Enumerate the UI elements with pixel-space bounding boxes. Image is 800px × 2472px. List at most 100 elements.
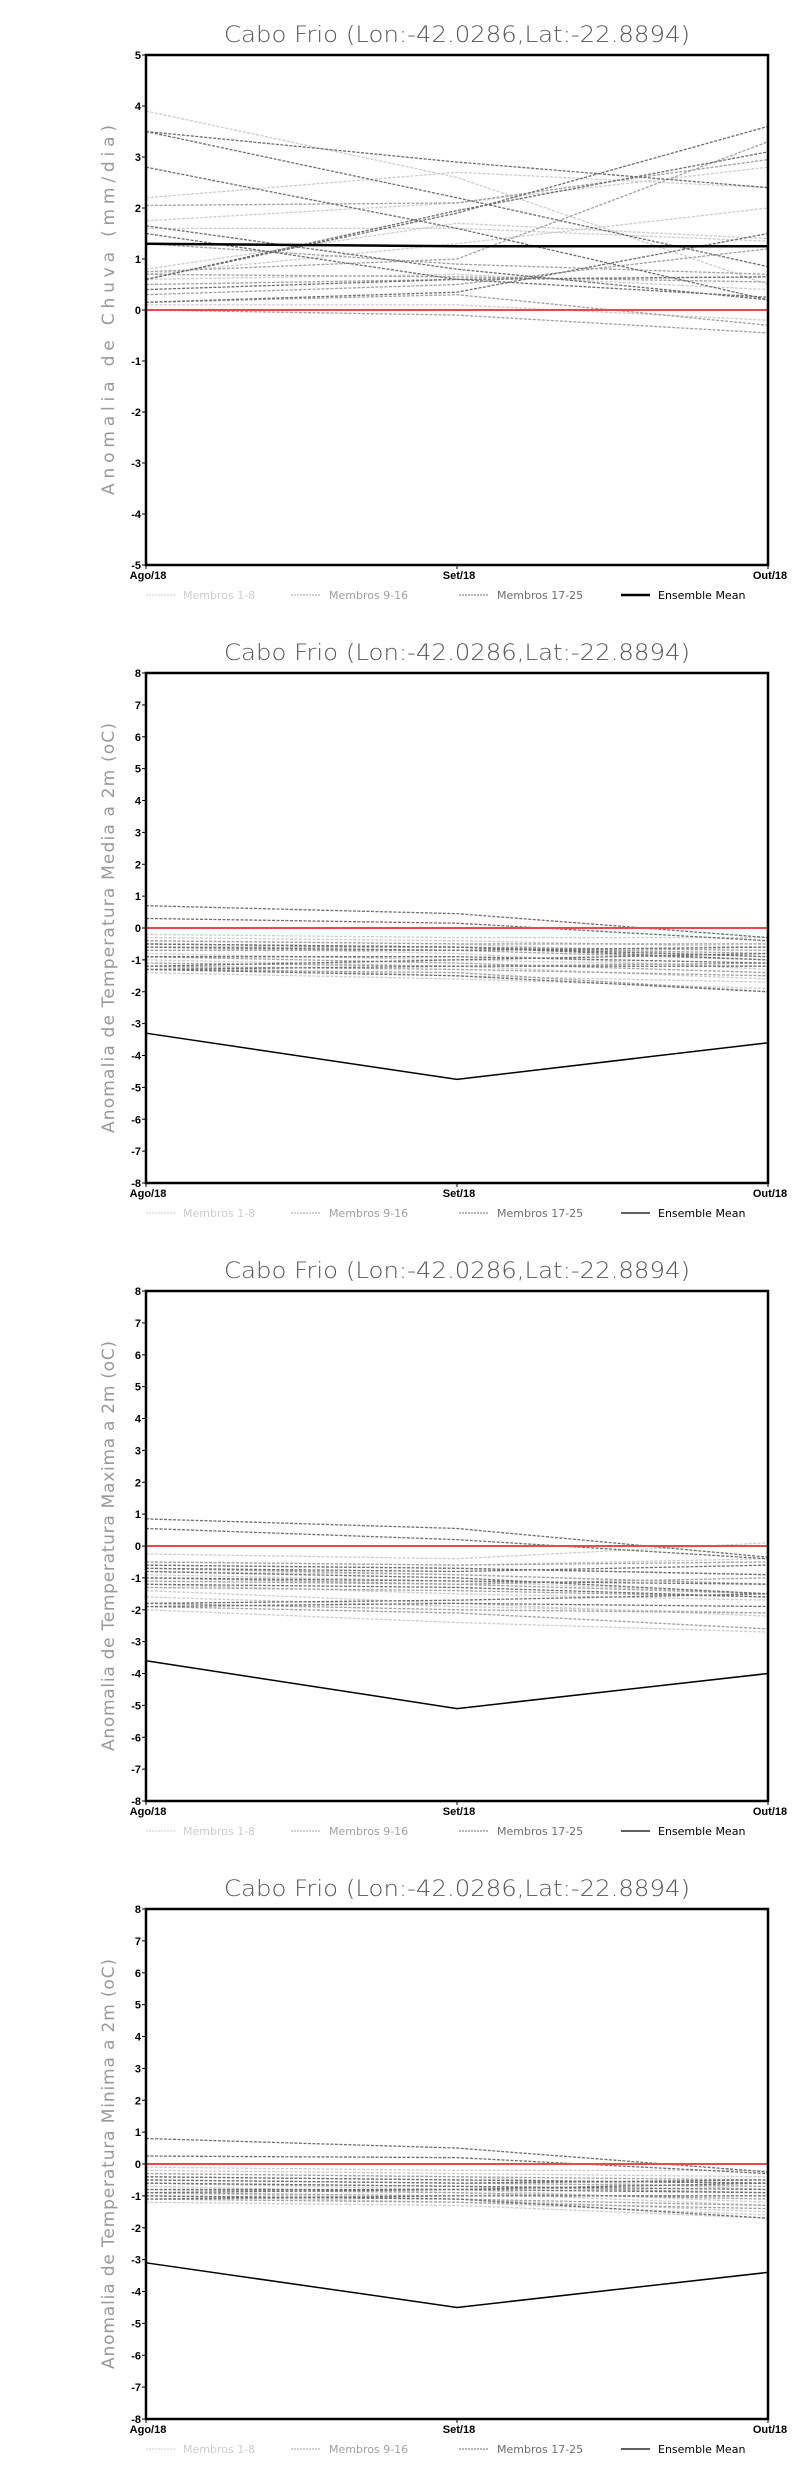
legend-label: Membros 17-25	[497, 1825, 583, 1838]
y-axis-label: Anomalia de Temperatura Maxima a 2m (oC)	[99, 1341, 119, 1751]
ensemble-mean-line	[145, 1032, 769, 1081]
chart-svg: Cabo Frio (Lon:-42.0286,Lat:-22.8894) Ano…	[99, 23, 787, 602]
y-tick-label: 4	[135, 101, 142, 113]
y-tick-label: 8	[135, 1286, 141, 1298]
legend-label: Membros 9-16	[329, 1207, 408, 1220]
legend-label: Ensemble Mean	[658, 589, 745, 602]
x-tick-label: Set/18	[443, 570, 475, 582]
y-tick-label: -5	[131, 1082, 141, 1094]
y-tick-label: 7	[135, 1936, 141, 1948]
member-line-2-4	[145, 968, 769, 993]
y-tick-label: 5	[135, 1382, 141, 1394]
chart-svg: Cabo Frio (Lon:-42.0286,Lat:-22.8894) Ano…	[99, 1877, 787, 2456]
y-tick-label: -7	[131, 2382, 141, 2394]
member-line-2-1	[145, 158, 769, 207]
member-line-2-8	[145, 1577, 769, 1585]
x-tick-label: Out/18	[753, 1806, 787, 1818]
member-line-2-5	[145, 1561, 769, 1566]
y-tick-label: 3	[135, 827, 141, 839]
member-line-3-3	[145, 1564, 769, 1576]
y-axis-label: Anomalia de Chuva (mm/dia)	[99, 125, 119, 495]
y-tick-label: 1	[135, 254, 141, 266]
y-tick-label: -2	[131, 987, 141, 999]
member-line-1-1	[145, 110, 769, 286]
legend-label: Membros 1-8	[183, 589, 255, 602]
y-tick-label: -6	[131, 2350, 141, 2362]
chart-title: Cabo Frio (Lon:-42.0286,Lat:-22.8894)	[224, 641, 690, 666]
y-tick-label: -2	[131, 2223, 141, 2235]
ensemble-mean-line	[145, 242, 768, 248]
member-line-2-8	[145, 965, 769, 977]
member-line-3-7	[145, 232, 769, 303]
y-tick-label: -2	[131, 1605, 141, 1617]
legend-label: Membros 1-8	[183, 2443, 255, 2456]
y-tick-label: 4	[135, 796, 142, 808]
member-line-2-4	[145, 243, 769, 275]
y-tick-label: 7	[135, 700, 141, 712]
member-line-3-5	[146, 956, 769, 964]
y-tick-label: 6	[135, 732, 141, 744]
legend-label: Membros 1-8	[183, 1825, 255, 1838]
member-line-3-8	[145, 276, 769, 291]
member-line-3-6	[145, 1593, 769, 1605]
member-line-3-1	[145, 130, 769, 189]
y-tick-label: 2	[135, 859, 141, 871]
member-line-3-3	[145, 2176, 769, 2184]
member-line-1-6	[145, 2169, 769, 2178]
chart-title: Cabo Frio (Lon:-42.0286,Lat:-22.8894)	[224, 23, 690, 48]
member-line-3-2	[145, 130, 769, 268]
member-line-3-8	[145, 943, 769, 961]
member-line-3-4	[145, 2179, 769, 2184]
member-line-3-6	[145, 965, 768, 971]
member-line-1-6	[145, 936, 769, 948]
member-line-2-7	[145, 309, 769, 334]
y-tick-label: -3	[131, 2255, 141, 2267]
y-tick-label: 5	[135, 764, 141, 776]
member-line-3-1	[145, 2137, 769, 2173]
y-tick-label: -4	[131, 509, 142, 521]
x-tick-label: Out/18	[753, 2424, 787, 2436]
member-line-2-4	[145, 2198, 769, 2210]
y-tick-label: 1	[135, 1509, 141, 1521]
y-tick-label: 5	[135, 2000, 141, 2012]
y-tick-label: -1	[131, 1573, 141, 1585]
y-tick-label: 2	[135, 1477, 141, 1489]
chart-panel-4: Cabo Frio (Lon:-42.0286,Lat:-22.8894) Ano…	[0, 1854, 800, 2472]
legend-label: Ensemble Mean	[658, 1207, 745, 1220]
member-line-3-5	[145, 1577, 769, 1585]
y-tick-label: -2	[131, 407, 141, 419]
member-line-3-3	[145, 166, 769, 301]
member-line-3-4	[145, 1564, 769, 1573]
legend-label: Membros 17-25	[497, 1207, 583, 1220]
member-line-3-9	[145, 1570, 769, 1595]
y-tick-label: 1	[135, 891, 141, 903]
y-tick-label: 6	[135, 1968, 141, 1980]
member-line-1-7	[145, 273, 769, 291]
member-line-3-2	[145, 1527, 769, 1560]
x-tick-label: Ago/18	[130, 1188, 167, 1200]
y-tick-label: 3	[135, 1445, 141, 1457]
y-tick-label: -8	[131, 2414, 141, 2426]
member-line-3-9	[145, 968, 769, 993]
y-tick-label: 0	[135, 1541, 141, 1553]
y-axis-label: Anomalia de Temperatura Media a 2m (oC)	[99, 723, 119, 1133]
y-tick-label: -8	[131, 1178, 141, 1190]
member-line-3-7	[145, 2182, 769, 2194]
member-line-1-8	[146, 227, 769, 242]
member-line-1-1	[145, 933, 768, 939]
member-line-3-9	[145, 232, 769, 298]
member-line-2-2	[145, 1567, 769, 1585]
y-tick-label: -6	[131, 1114, 141, 1126]
member-line-2-3	[145, 956, 769, 974]
y-tick-label: 2	[135, 203, 141, 215]
member-line-3-5	[145, 151, 769, 281]
member-line-3-7	[145, 1602, 769, 1608]
member-line-1-2	[145, 171, 769, 199]
ensemble-mean-line	[145, 1660, 769, 1710]
y-tick-label: -3	[131, 458, 141, 470]
member-line-2-8	[145, 273, 769, 283]
legend-label: Membros 9-16	[329, 589, 408, 602]
y-tick-label: -1	[131, 2191, 141, 2203]
y-tick-label: -7	[131, 1764, 141, 1776]
